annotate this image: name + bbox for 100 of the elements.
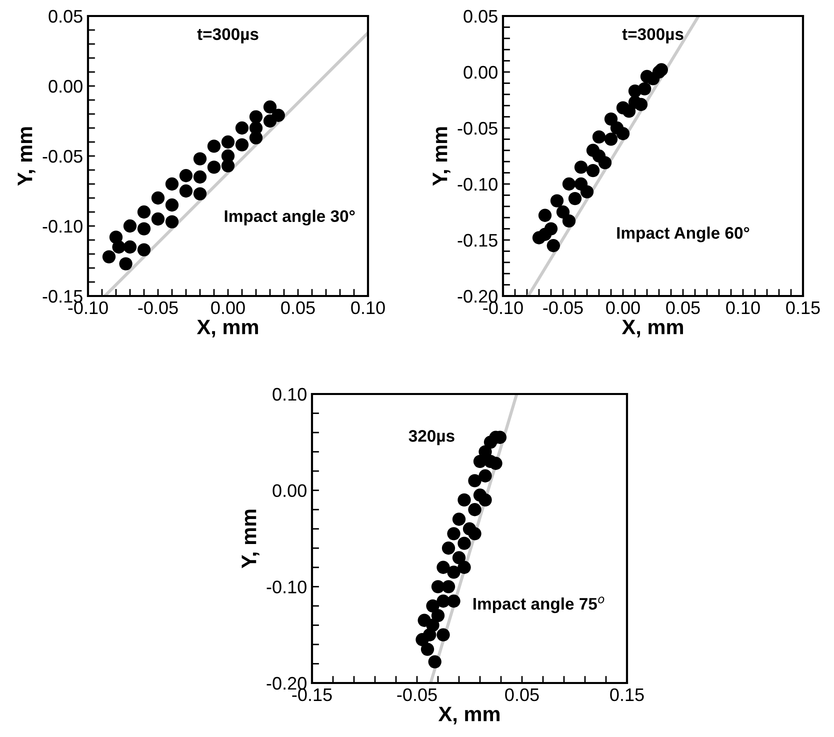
point bbox=[592, 149, 606, 163]
point bbox=[604, 132, 618, 146]
y-tick-label: 0.00 bbox=[48, 80, 82, 93]
point bbox=[193, 187, 207, 200]
point bbox=[428, 655, 442, 668]
point bbox=[165, 177, 179, 191]
point bbox=[568, 192, 582, 206]
point bbox=[538, 208, 552, 222]
point bbox=[478, 469, 492, 482]
point bbox=[235, 138, 249, 152]
point bbox=[193, 152, 207, 166]
x-tick-label: -0.10 bbox=[68, 301, 108, 314]
point bbox=[646, 72, 660, 86]
point bbox=[119, 257, 132, 270]
annotation: t=300µs bbox=[197, 28, 258, 44]
point bbox=[556, 205, 570, 219]
point bbox=[442, 580, 456, 594]
y-tick-label: -0.15 bbox=[42, 290, 82, 303]
point bbox=[638, 82, 652, 96]
point bbox=[473, 488, 487, 502]
point bbox=[151, 212, 165, 226]
annotation: t=300µs bbox=[622, 28, 684, 44]
point bbox=[546, 239, 560, 252]
point bbox=[562, 177, 576, 191]
point bbox=[137, 222, 151, 236]
point bbox=[207, 140, 221, 153]
point bbox=[452, 512, 466, 526]
point bbox=[137, 243, 151, 256]
x-tick-label: 0.05 bbox=[281, 301, 315, 314]
x-tick-label: -0.05 bbox=[138, 301, 178, 314]
y-tick-label: 0.00 bbox=[272, 484, 306, 498]
point bbox=[484, 454, 498, 468]
point bbox=[468, 503, 482, 516]
y-tick-label: -0.05 bbox=[458, 122, 498, 135]
y-tick-label: -0.10 bbox=[42, 220, 82, 233]
point bbox=[112, 240, 126, 254]
y-tick-label: -0.20 bbox=[266, 676, 306, 690]
point bbox=[574, 177, 588, 191]
point bbox=[423, 628, 436, 642]
x-tick-label: 0.00 bbox=[606, 301, 640, 314]
point bbox=[550, 194, 564, 208]
point bbox=[544, 222, 558, 236]
annotation: 320µs bbox=[408, 430, 454, 446]
point bbox=[436, 560, 450, 574]
annotation: Impact angle 30° bbox=[224, 210, 355, 226]
point bbox=[431, 608, 445, 622]
point bbox=[586, 164, 600, 178]
point bbox=[102, 250, 116, 264]
x-tick-label: 0.10 bbox=[726, 301, 760, 314]
annotation: Impact Angle 60° bbox=[617, 226, 750, 242]
point bbox=[235, 121, 249, 135]
y-tick-label: 0.00 bbox=[464, 66, 498, 79]
point bbox=[179, 169, 193, 182]
x-tick-label: -0.10 bbox=[483, 301, 523, 314]
point bbox=[436, 628, 450, 642]
point bbox=[249, 110, 263, 124]
point bbox=[123, 219, 137, 233]
annotation: Impact angle 75$^{o}$ bbox=[474, 596, 604, 614]
y-tick-label: 0.10 bbox=[272, 388, 306, 401]
x-tick-label: 0.05 bbox=[505, 688, 539, 702]
point bbox=[447, 566, 460, 579]
x-tick-label: 0.15 bbox=[786, 301, 820, 314]
point bbox=[436, 594, 450, 608]
point bbox=[458, 493, 471, 507]
point bbox=[462, 522, 476, 536]
x-tick-label: 0.00 bbox=[211, 301, 245, 314]
x-axis-title: X, mm bbox=[196, 320, 258, 338]
point bbox=[622, 104, 636, 118]
point bbox=[468, 474, 482, 488]
y-axis-title: Y, mm bbox=[18, 127, 36, 186]
point bbox=[165, 215, 179, 228]
point bbox=[263, 114, 277, 128]
x-tick-label: 0.10 bbox=[351, 301, 385, 314]
point bbox=[179, 184, 193, 198]
point bbox=[221, 135, 235, 149]
point bbox=[442, 542, 456, 555]
y-axis-title: Y, mm bbox=[242, 510, 260, 568]
x-tick-label: -0.05 bbox=[543, 301, 583, 314]
y-tick-label: -0.10 bbox=[458, 178, 498, 191]
x-tick-label: 0.15 bbox=[610, 688, 644, 702]
point bbox=[452, 551, 466, 564]
point bbox=[249, 121, 263, 135]
x-axis-title: X, mm bbox=[622, 320, 683, 338]
point bbox=[628, 96, 642, 109]
y-tick-label: -0.15 bbox=[458, 234, 498, 247]
point bbox=[221, 149, 235, 163]
x-tick-label: 0.05 bbox=[666, 301, 700, 314]
point bbox=[654, 63, 668, 76]
point bbox=[123, 240, 137, 254]
point bbox=[207, 160, 221, 174]
point bbox=[458, 536, 471, 550]
point bbox=[610, 121, 624, 135]
point bbox=[263, 100, 277, 114]
point bbox=[165, 198, 179, 212]
point bbox=[420, 642, 434, 656]
y-tick-label: -0.05 bbox=[42, 150, 82, 163]
y-axis-title: Y, mm bbox=[432, 127, 450, 186]
x-tick-label: -0.05 bbox=[397, 688, 437, 702]
point bbox=[574, 160, 588, 174]
x-axis-title: X, mm bbox=[438, 706, 500, 724]
